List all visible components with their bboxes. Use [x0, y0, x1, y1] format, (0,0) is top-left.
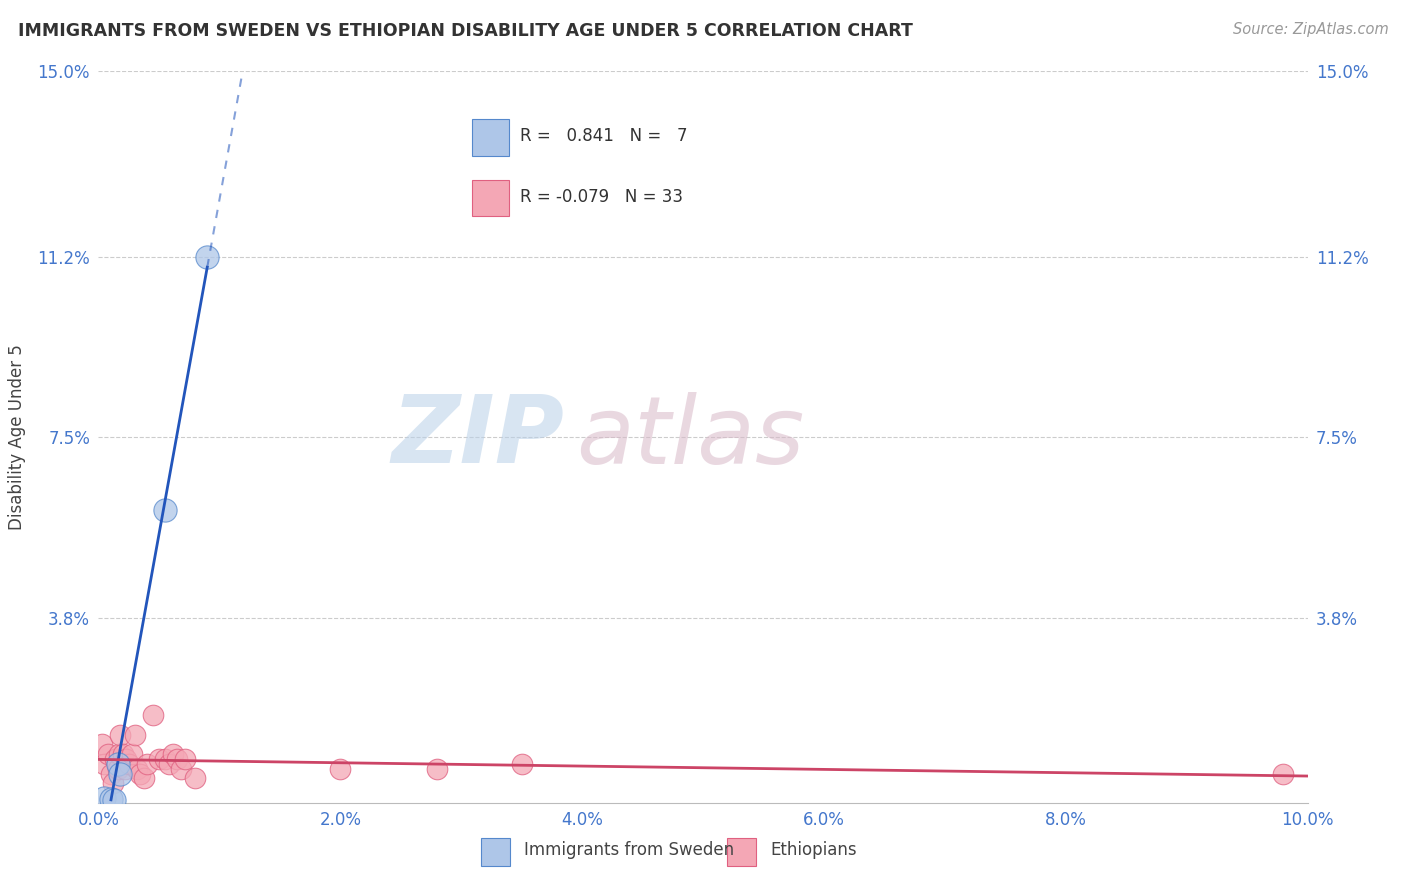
Point: [157, 756, 180, 771]
Point: [91, 737, 114, 751]
Point: [104, 752, 127, 766]
Text: atlas: atlas: [576, 392, 804, 483]
Point: [184, 772, 207, 786]
Point: [142, 708, 165, 723]
Point: [148, 752, 170, 766]
Point: [114, 762, 136, 776]
Point: [103, 793, 125, 807]
Point: [105, 756, 128, 771]
Text: IMMIGRANTS FROM SWEDEN VS ETHIOPIAN DISABILITY AGE UNDER 5 CORRELATION CHART: IMMIGRANTS FROM SWEDEN VS ETHIOPIAN DISA…: [18, 22, 912, 40]
Point: [426, 762, 449, 776]
Point: [127, 762, 149, 776]
Point: [174, 752, 197, 766]
Point: [100, 792, 122, 806]
Point: [510, 756, 533, 771]
Point: [153, 503, 176, 517]
Point: [166, 752, 188, 766]
Point: [97, 747, 120, 761]
Point: [135, 756, 157, 771]
Point: [124, 727, 146, 741]
Point: [118, 756, 141, 771]
Point: [107, 762, 129, 776]
Point: [100, 766, 122, 780]
Point: [128, 766, 150, 780]
Text: Source: ZipAtlas.com: Source: ZipAtlas.com: [1233, 22, 1389, 37]
Point: [329, 762, 352, 776]
Point: [1272, 766, 1295, 780]
Text: ZIP: ZIP: [391, 391, 564, 483]
Point: [121, 747, 143, 761]
Point: [162, 747, 184, 761]
Point: [169, 762, 191, 776]
Point: [93, 791, 115, 805]
Point: [108, 766, 131, 780]
Point: [107, 756, 129, 771]
Point: [93, 756, 115, 771]
Y-axis label: Disability Age Under 5: Disability Age Under 5: [8, 344, 27, 530]
Point: [108, 727, 131, 741]
Point: [115, 752, 138, 766]
Point: [101, 776, 124, 790]
Point: [108, 747, 131, 761]
Point: [153, 752, 176, 766]
Point: [134, 772, 156, 786]
Point: [195, 250, 218, 264]
Point: [111, 747, 134, 761]
